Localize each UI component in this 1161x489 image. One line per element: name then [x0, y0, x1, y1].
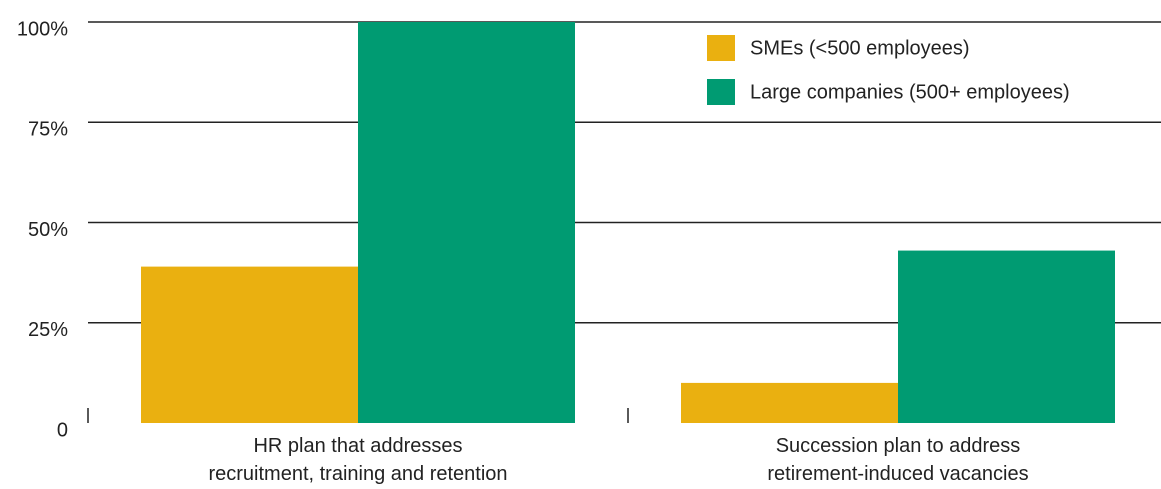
y-tick-label: 50% [28, 219, 68, 241]
bar [141, 266, 358, 423]
x-tick-label: Succession plan to address retirement-in… [767, 435, 1029, 485]
legend-label: Large companies (500+ employees) [750, 81, 1070, 103]
bar [358, 22, 575, 423]
y-tick-label: 25% [28, 319, 68, 341]
x-tick-label: HR plan that addresses recruitment, trai… [208, 435, 508, 485]
y-tick-label: 75% [28, 119, 68, 141]
bar [898, 250, 1115, 423]
legend-swatch [707, 35, 735, 61]
y-tick-label: 0 [57, 419, 68, 441]
y-tick-label: 100% [17, 18, 68, 40]
legend-label: SMEs (<500 employees) [750, 37, 970, 59]
legend-swatch [707, 79, 735, 105]
bar [681, 382, 898, 423]
